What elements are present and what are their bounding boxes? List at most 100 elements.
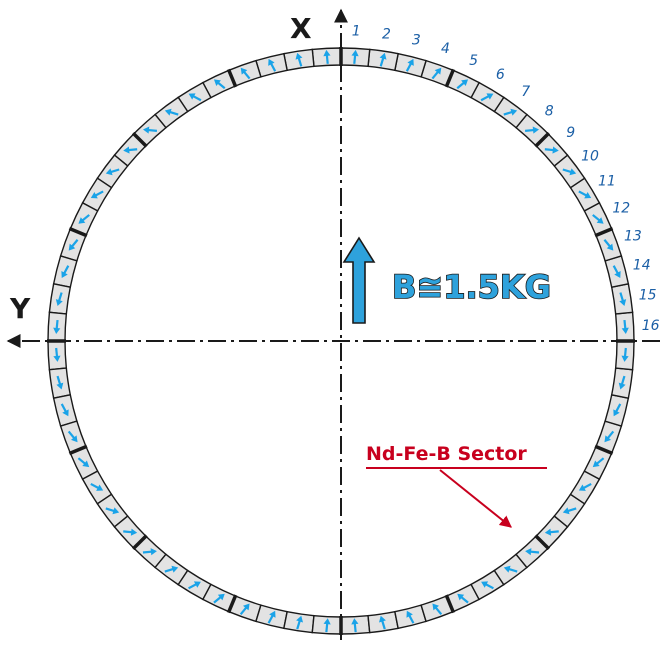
block-divider: [534, 534, 551, 551]
block-divider: [594, 226, 614, 238]
magnetization-arrow-icon: [112, 507, 120, 515]
magnetization-arrow-icon: [90, 192, 98, 199]
magnetization-arrow-icon: [569, 168, 577, 176]
magnetization-arrow-icon: [614, 271, 621, 279]
magnetization-arrow-icon: [171, 565, 179, 573]
block-divider: [444, 68, 456, 88]
block-divider: [68, 226, 88, 238]
magnetization-arrow-icon: [68, 243, 76, 251]
sector-number: 3: [412, 32, 421, 48]
magnetization-arrow-icon: [53, 327, 61, 335]
magnetization-arrow-icon: [434, 67, 442, 75]
magnetization-arrow-icon: [510, 108, 518, 116]
sector-callout-label: Nd-Fe-B Sector: [366, 443, 527, 465]
sector-number: 5: [469, 53, 478, 69]
block-divider: [534, 131, 551, 148]
magnetization-arrow-icon: [613, 409, 620, 417]
magnetization-arrow-icon: [78, 217, 86, 224]
magnet-ring: [47, 47, 635, 635]
magnetization-arrow-icon: [213, 79, 221, 86]
magnetization-arrow-icon: [578, 484, 586, 491]
magnetization-arrow-icon: [150, 548, 157, 556]
magnetization-arrow-icon: [70, 435, 78, 443]
sector-number: 12: [612, 200, 630, 216]
magnetization-arrow-icon: [296, 615, 303, 623]
magnetization-arrow-icon: [406, 610, 413, 618]
sector-number: 1: [352, 23, 361, 39]
magnetization-arrow-icon: [96, 484, 104, 491]
magnetization-arrow-icon: [525, 548, 532, 556]
magnetization-arrow-icon: [407, 58, 414, 66]
magnetization-arrow-icon: [164, 108, 172, 116]
magnetization-arrow-icon: [457, 593, 465, 601]
magnetization-arrow-icon: [432, 603, 439, 611]
magnetization-arrow-icon: [621, 355, 629, 362]
magnetization-arrow-icon: [552, 146, 559, 154]
magnetization-arrow-icon: [379, 52, 387, 60]
sector-number: 4: [441, 41, 450, 57]
block-divider: [226, 68, 238, 88]
magnetization-arrow-icon: [62, 409, 69, 417]
magnetization-arrow-icon: [240, 67, 248, 75]
sector-callout-pointer: [439, 469, 512, 528]
magnetization-arrow-icon: [562, 507, 570, 515]
magnetization-arrow-icon: [486, 93, 494, 100]
sector-number: 7: [521, 84, 530, 100]
magnetization-arrow-icon: [606, 243, 614, 251]
sector-number: 13: [624, 229, 642, 245]
magnetization-arrow-icon: [188, 93, 196, 100]
magnetization-arrow-icon: [269, 610, 276, 618]
magnetization-arrow-icon: [619, 299, 627, 306]
magnetization-arrow-icon: [323, 49, 331, 57]
magnetization-arrow-icon: [82, 460, 90, 468]
sector-number: 6: [496, 67, 505, 83]
magnetization-arrow-icon: [142, 126, 150, 134]
magnetization-arrow-icon: [56, 382, 64, 390]
magnetization-arrow-icon: [503, 565, 511, 573]
sector-number: 11: [598, 174, 616, 190]
block-divider: [131, 534, 148, 551]
sector-number: 15: [639, 288, 657, 304]
field-strength-label: B≅1.5KG: [392, 268, 551, 306]
sector-number: 8: [545, 103, 554, 119]
sector-number: 10: [581, 148, 599, 164]
block-divider: [68, 444, 88, 456]
magnetization-arrow-icon: [596, 217, 604, 224]
magnetization-arrow-icon: [105, 168, 113, 176]
magnetization-arrow-icon: [61, 271, 68, 279]
magnetization-arrow-icon: [323, 618, 331, 625]
magnetization-arrow-icon: [243, 603, 250, 611]
magnetization-arrow-icon: [351, 618, 359, 625]
block-divider: [444, 594, 456, 614]
magnetization-arrow-icon: [379, 615, 386, 623]
magnetization-arrow-icon: [351, 49, 359, 57]
block-divider: [131, 131, 148, 148]
sector-number: 16: [642, 318, 660, 334]
magnetization-arrow-icon: [217, 593, 225, 601]
magnetization-arrow-icon: [130, 528, 138, 536]
magnetization-arrow-icon: [544, 528, 552, 536]
magnetization-arrow-icon: [268, 58, 275, 66]
magnetization-arrow-icon: [621, 327, 629, 335]
magnetization-arrow-icon: [123, 146, 130, 154]
magnetization-arrow-icon: [295, 52, 303, 60]
magnetization-arrow-icon: [53, 355, 61, 362]
magnetization-arrow-icon: [592, 460, 600, 468]
field-arrow-icon: [342, 236, 376, 324]
magnetization-arrow-icon: [481, 581, 489, 588]
magnetization-arrow-icon: [461, 79, 469, 86]
magnetization-arrow-icon: [618, 382, 626, 390]
y-axis-label: Y: [9, 292, 31, 325]
x-axis-label: X: [290, 12, 312, 45]
magnetization-arrow-icon: [532, 126, 540, 134]
sector-number: 2: [382, 26, 391, 42]
magnetization-arrow-icon: [55, 299, 63, 306]
sector-number: 14: [633, 258, 651, 274]
sector-number: 9: [566, 125, 575, 141]
block-divider: [594, 444, 614, 456]
magnetization-arrow-icon: [604, 435, 612, 443]
block-divider: [226, 594, 238, 614]
magnetization-arrow-icon: [584, 192, 592, 199]
